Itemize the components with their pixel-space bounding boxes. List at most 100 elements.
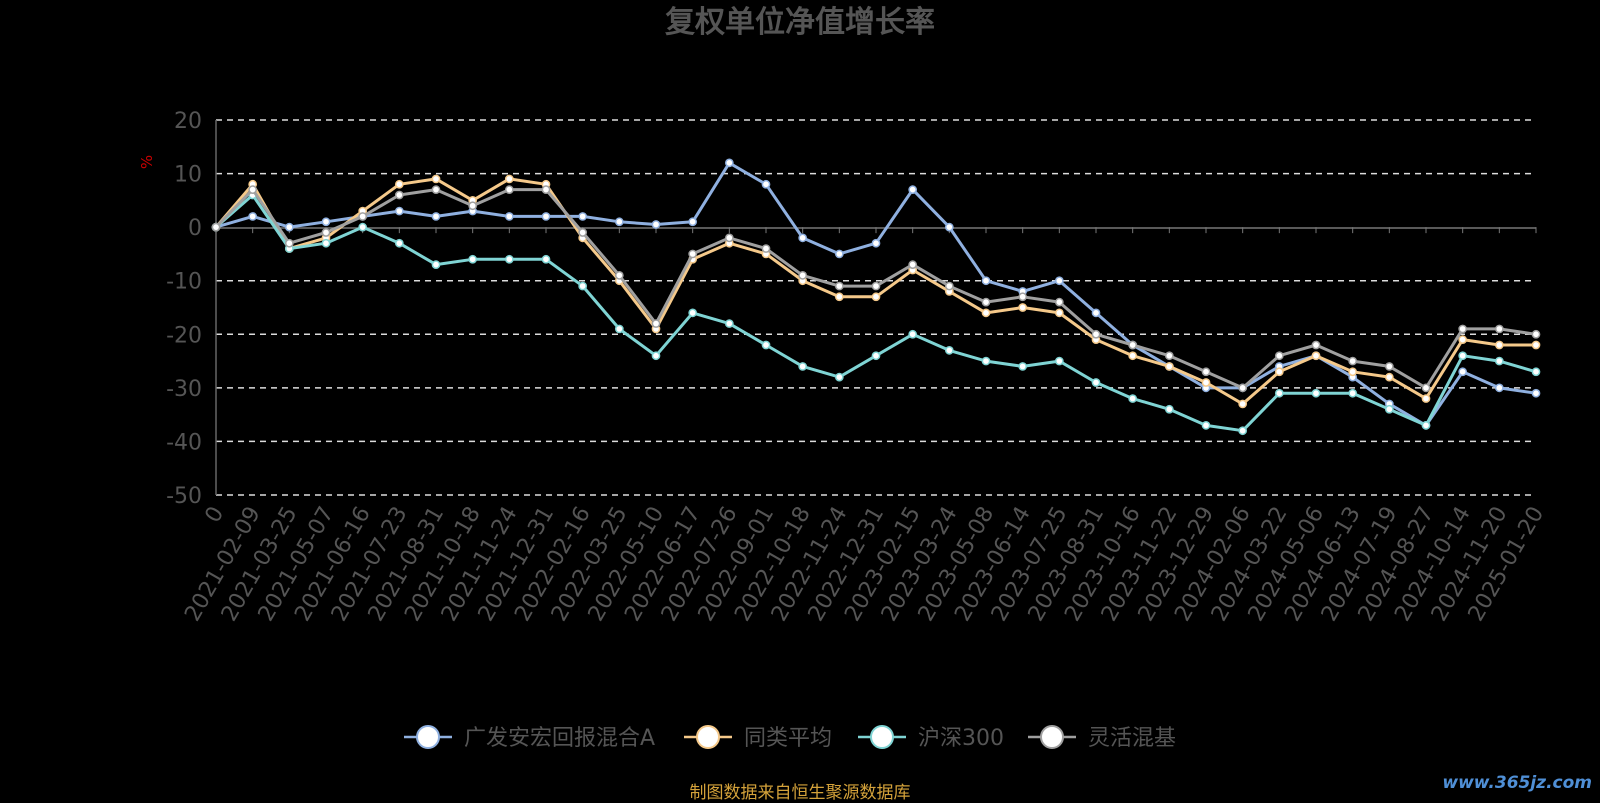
data-point: [1128, 394, 1138, 403]
data-point: [431, 174, 441, 184]
data-point: [1421, 421, 1431, 430]
data-point: [321, 228, 331, 237]
data-point: [688, 308, 698, 318]
data-point: [688, 249, 698, 259]
data-point: [1458, 351, 1468, 361]
data-point: [504, 254, 514, 264]
data-point: [908, 185, 918, 194]
data-point: [1018, 303, 1028, 312]
data-point: [431, 260, 441, 269]
legend-marker: [1040, 725, 1064, 749]
data-point: [578, 281, 588, 291]
data-point: [981, 297, 991, 307]
x-tick-label: 0: [201, 503, 230, 528]
data-point: [1164, 404, 1174, 414]
data-point: [1091, 378, 1101, 387]
data-point: [321, 238, 331, 248]
data-point: [944, 281, 954, 291]
data-point: [1348, 388, 1358, 398]
data-point: [1018, 362, 1028, 371]
series-lines: [211, 158, 1541, 436]
data-point: [1201, 421, 1211, 430]
y-tick-label: 10: [174, 163, 202, 188]
data-point: [761, 244, 771, 253]
data-point: [468, 201, 478, 211]
data-point: [358, 212, 368, 221]
data-point: [1054, 356, 1064, 366]
data-point: [871, 292, 881, 302]
data-point: [1091, 308, 1101, 318]
data-point: [1348, 356, 1358, 366]
grid-lines: [216, 119, 1536, 496]
y-tick-label: -10: [166, 270, 202, 295]
data-point: [908, 329, 918, 339]
data-point: [541, 185, 551, 194]
data-point: [651, 351, 661, 361]
axes: [215, 120, 1536, 495]
data-point: [724, 158, 734, 168]
data-point: [834, 372, 844, 382]
legend-label: 广发安宏回报混合A: [464, 726, 655, 751]
data-point: [724, 319, 734, 328]
data-point: [541, 212, 551, 221]
data-point: [1128, 351, 1138, 361]
data-point: [394, 179, 404, 189]
data-point: [321, 217, 331, 227]
data-point: [1018, 292, 1028, 302]
data-point: [1238, 383, 1248, 393]
legend-label: 同类平均: [744, 726, 832, 751]
data-point: [1384, 372, 1394, 382]
data-point: [1531, 367, 1541, 377]
legend-marker: [696, 725, 720, 749]
data-point: [1274, 351, 1284, 361]
y-tick-label: -30: [166, 377, 202, 402]
data-point: [1458, 367, 1468, 377]
legend-label: 沪深300: [918, 726, 1004, 751]
data-point: [1311, 351, 1321, 361]
legend-item[interactable]: 广发安宏回报混合A: [404, 725, 655, 751]
data-point: [1494, 383, 1504, 393]
chart-title: 复权单位净值增长率: [665, 5, 935, 40]
data-point: [1091, 329, 1101, 339]
y-tick-labels: 20 10 0 -10 -20 -30 -40 -50: [166, 109, 202, 509]
legend-item[interactable]: 沪深300: [858, 725, 1004, 751]
data-point: [504, 174, 514, 184]
data-point: [1054, 297, 1064, 307]
data-point: [1054, 308, 1064, 318]
data-source-note: 制图数据来自恒生聚源数据库: [689, 783, 911, 803]
legend-marker: [416, 725, 440, 749]
data-point: [1531, 329, 1541, 339]
data-point: [1421, 383, 1431, 393]
y-tick-label: -40: [166, 430, 202, 455]
data-point: [614, 271, 624, 280]
data-point: [1238, 399, 1248, 409]
data-point: [578, 228, 588, 237]
watermark: www.365jz.com: [1442, 773, 1592, 793]
series-group: [211, 174, 1541, 409]
data-point: [834, 281, 844, 291]
data-point: [1274, 367, 1284, 377]
data-point: [1384, 362, 1394, 371]
legend[interactable]: 广发安宏回报混合A 同类平均 沪深300 灵活混基: [404, 725, 1176, 751]
data-point: [1531, 340, 1541, 350]
data-point: [651, 319, 661, 328]
data-point: [688, 217, 698, 227]
data-point: [284, 222, 294, 232]
data-point: [871, 238, 881, 248]
data-point: [1311, 388, 1321, 398]
data-point: [284, 238, 294, 248]
data-point: [834, 292, 844, 302]
data-point: [1311, 340, 1321, 350]
data-point: [834, 249, 844, 259]
data-point: [431, 212, 441, 221]
data-point: [944, 222, 954, 232]
data-point: [871, 281, 881, 291]
legend-item[interactable]: 灵活混基: [1028, 725, 1176, 751]
data-point: [1384, 404, 1394, 414]
data-point: [1238, 426, 1248, 436]
data-point: [1201, 378, 1211, 387]
data-point: [798, 362, 808, 371]
data-point: [724, 233, 734, 243]
legend-marker: [870, 725, 894, 749]
legend-item[interactable]: 同类平均: [684, 725, 832, 751]
